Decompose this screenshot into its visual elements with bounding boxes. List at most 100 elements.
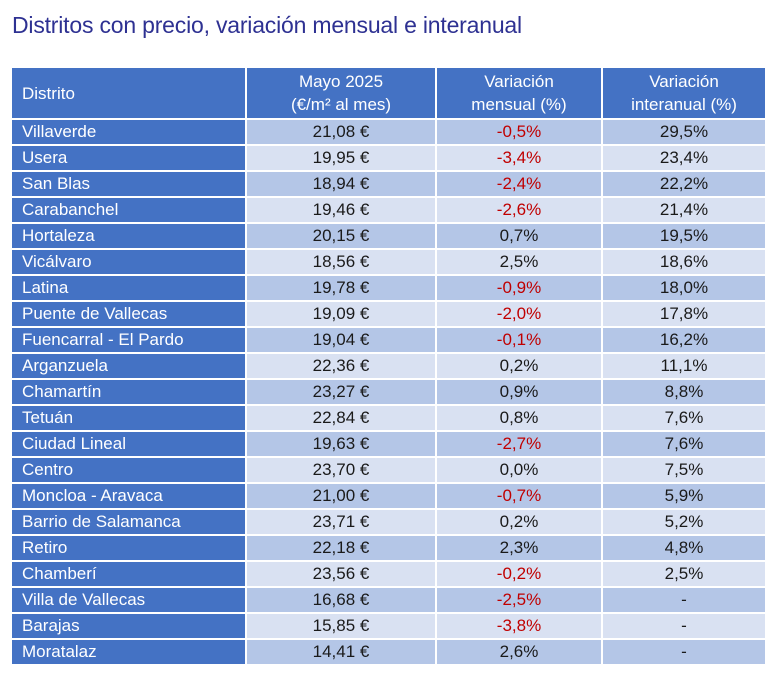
yearly-change-cell: 19,5% <box>602 222 765 249</box>
district-cell: Retiro <box>12 534 247 561</box>
yearly-change-cell: 17,8% <box>602 300 765 327</box>
table-row: Arganzuela 22,36 €0,2% 11,1% <box>12 352 765 379</box>
header-yearly-line1: Variación <box>649 72 719 91</box>
monthly-change-cell: -2,7% <box>436 430 603 457</box>
district-cell: San Blas <box>12 170 247 197</box>
table-row: Puente de Vallecas 19,09 € -2,0% 17,8% <box>12 300 765 327</box>
yearly-change-cell: 11,1% <box>602 352 765 379</box>
price-cell: 22,18 € <box>246 534 437 561</box>
price-cell: 14,41 € <box>246 638 437 664</box>
monthly-change-cell: -2,5% <box>436 586 603 613</box>
monthly-change-cell: -0,1% <box>436 326 603 353</box>
district-cell: Ciudad Lineal <box>12 430 247 457</box>
monthly-change-cell: -0,5% <box>436 118 603 145</box>
price-cell: 20,15 € <box>246 222 437 249</box>
header-price-line1: Mayo 2025 <box>298 72 384 91</box>
monthly-change-cell: 0,0% <box>436 456 603 483</box>
table-row: Usera 19,95 € -3,4% 23,4% <box>12 144 765 171</box>
price-cell: 21,08 € <box>246 118 437 145</box>
price-cell: 19,63 € <box>246 430 437 457</box>
yearly-change-cell: 22,2% <box>602 170 765 197</box>
district-cell: Vicálvaro <box>12 248 247 275</box>
yearly-change-cell: 2,5% <box>602 560 765 587</box>
table-body: Villaverde 21,08 € -0,5% 29,5% Usera 19,95 € -… <box>12 118 765 664</box>
monthly-change-cell: 2,5% <box>436 248 603 275</box>
table-row: Barajas 15,85 € -3,8% - <box>12 612 765 639</box>
district-cell: Hortaleza <box>12 222 247 249</box>
yearly-change-cell: 21,4% <box>602 196 765 223</box>
yearly-change-cell: 7,6% <box>602 430 765 457</box>
header-district: Distrito <box>12 68 247 119</box>
table-row: Chamartín 23,27 €0,9% 8,8% <box>12 378 765 405</box>
yearly-change-cell: 18,0% <box>602 274 765 301</box>
yearly-change-cell: 7,6% <box>602 404 765 431</box>
header-yearly-line2: interanual (%) <box>631 95 737 114</box>
yearly-change-cell: 23,4% <box>602 144 765 171</box>
price-cell: 19,95 € <box>246 144 437 171</box>
header-price: Mayo 2025 (€/m² al mes) <box>246 68 437 119</box>
table-row: Moncloa - Aravaca 21,00 € -0,7% 5,9% <box>12 482 765 509</box>
table-row: Fuencarral - El Pardo 19,04 € -0,1% 16,2% <box>12 326 765 353</box>
price-cell: 23,71 € <box>246 508 437 535</box>
price-cell: 19,09 € <box>246 300 437 327</box>
price-cell: 19,04 € <box>246 326 437 353</box>
yearly-change-cell: - <box>602 586 765 613</box>
monthly-change-cell: -0,9% <box>436 274 603 301</box>
table-row: Retiro 22,18 €2,3% 4,8% <box>12 534 765 561</box>
district-cell: Moratalaz <box>12 638 247 664</box>
price-cell: 23,27 € <box>246 378 437 405</box>
yearly-change-cell: 4,8% <box>602 534 765 561</box>
yearly-change-cell: - <box>602 612 765 639</box>
district-cell: Moncloa - Aravaca <box>12 482 247 509</box>
table-row: Vicálvaro 18,56 €2,5% 18,6% <box>12 248 765 275</box>
table-row: Ciudad Lineal 19,63 € -2,7% 7,6% <box>12 430 765 457</box>
yearly-change-cell: 7,5% <box>602 456 765 483</box>
table-row: Carabanchel 19,46 € -2,6% 21,4% <box>12 196 765 223</box>
header-yearly: Variación interanual (%) <box>602 68 765 119</box>
price-cell: 23,70 € <box>246 456 437 483</box>
district-cell: Barajas <box>12 612 247 639</box>
district-cell: Chamartín <box>12 378 247 405</box>
table-row: Barrio de Salamanca 23,71 €0,2% 5,2% <box>12 508 765 535</box>
price-cell: 19,46 € <box>246 196 437 223</box>
header-price-line2: (€/m² al mes) <box>290 95 392 114</box>
price-cell: 18,94 € <box>246 170 437 197</box>
monthly-change-cell: -3,4% <box>436 144 603 171</box>
header-monthly-line2: mensual (%) <box>471 95 567 114</box>
yearly-change-cell: - <box>602 638 765 664</box>
header-monthly-line1: Variación <box>484 72 554 91</box>
price-cell: 16,68 € <box>246 586 437 613</box>
district-cell: Barrio de Salamanca <box>12 508 247 535</box>
monthly-change-cell: -2,6% <box>436 196 603 223</box>
table-row: Centro 23,70 €0,0% 7,5% <box>12 456 765 483</box>
price-cell: 21,00 € <box>246 482 437 509</box>
table-row: San Blas 18,94 € -2,4% 22,2% <box>12 170 765 197</box>
district-cell: Villa de Vallecas <box>12 586 247 613</box>
price-cell: 18,56 € <box>246 248 437 275</box>
monthly-change-cell: -2,4% <box>436 170 603 197</box>
district-cell: Puente de Vallecas <box>12 300 247 327</box>
district-cell: Latina <box>12 274 247 301</box>
district-cell: Centro <box>12 456 247 483</box>
table-row: Moratalaz 14,41 €2,6% - <box>12 638 765 664</box>
price-cell: 19,78 € <box>246 274 437 301</box>
yearly-change-cell: 18,6% <box>602 248 765 275</box>
table-row: Villaverde 21,08 € -0,5% 29,5% <box>12 118 765 145</box>
district-cell: Carabanchel <box>12 196 247 223</box>
header-district-label: Distrito <box>22 83 75 103</box>
price-cell: 22,36 € <box>246 352 437 379</box>
table-row: Chamberí 23,56 € -0,2% 2,5% <box>12 560 765 587</box>
yearly-change-cell: 29,5% <box>602 118 765 145</box>
district-cell: Chamberí <box>12 560 247 587</box>
district-cell: Villaverde <box>12 118 247 145</box>
monthly-change-cell: 2,6% <box>436 638 603 664</box>
price-cell: 15,85 € <box>246 612 437 639</box>
table-header-row: Distrito Mayo 2025 (€/m² al mes) Variaci… <box>12 68 765 119</box>
monthly-change-cell: -2,0% <box>436 300 603 327</box>
districts-table: Distrito Mayo 2025 (€/m² al mes) Variaci… <box>12 68 765 664</box>
monthly-change-cell: 0,7% <box>436 222 603 249</box>
monthly-change-cell: -0,7% <box>436 482 603 509</box>
table-row: Hortaleza 20,15 €0,7% 19,5% <box>12 222 765 249</box>
header-monthly: Variación mensual (%) <box>436 68 603 119</box>
district-cell: Tetuán <box>12 404 247 431</box>
